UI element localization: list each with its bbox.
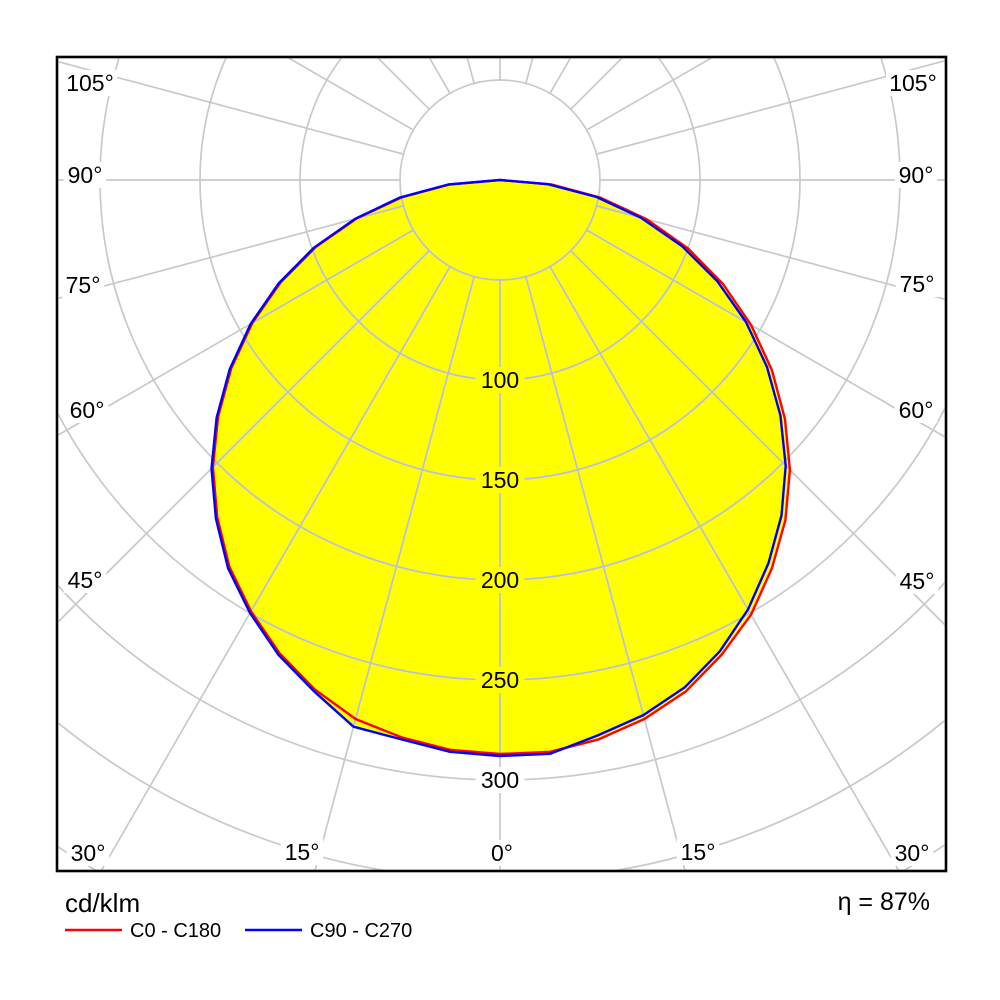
- angle-label-10: 30°: [71, 840, 106, 866]
- legend-label-c0: C0 - C180: [130, 920, 221, 942]
- angle-label-3: 60°: [70, 397, 105, 423]
- ring-label-300: 300: [481, 767, 519, 793]
- angle-label-12: 0°: [491, 840, 513, 866]
- ring-label-250: 250: [481, 667, 519, 693]
- angle-label-2: 75°: [66, 272, 101, 298]
- angle-label-7: 75°: [900, 271, 935, 297]
- angle-label-11: 15°: [285, 839, 320, 865]
- angle-label-0: 105°: [66, 70, 114, 96]
- angle-label-6: 90°: [899, 162, 934, 188]
- ring-label-100: 100: [481, 367, 519, 393]
- angle-label-1: 90°: [68, 162, 103, 188]
- curve-c90-c270: [210, 178, 787, 758]
- plot-border: [55, 55, 948, 873]
- angle-labels: 105° 90° 75° 60° 45° 105° 90° 75° 60° 45° 30° 15° 0°…: [61, 70, 940, 866]
- legend-label-c90: C90 - C270: [310, 920, 412, 942]
- ring-label-150: 150: [481, 467, 519, 493]
- ring-labels: 100 150 200 250 300: [475, 367, 525, 793]
- angle-label-14: 30°: [895, 840, 930, 866]
- legend: C0 - C180 C90 - C270: [65, 920, 412, 942]
- angle-label-13: 15°: [681, 839, 716, 865]
- angle-label-8: 60°: [899, 397, 934, 423]
- angle-label-9: 45°: [900, 568, 935, 594]
- angle-label-4: 45°: [68, 567, 103, 593]
- angle-label-5: 105°: [889, 70, 937, 96]
- efficiency-label: η = 87%: [838, 888, 930, 916]
- ring-label-200: 200: [481, 567, 519, 593]
- unit-label: cd/klm: [65, 888, 140, 918]
